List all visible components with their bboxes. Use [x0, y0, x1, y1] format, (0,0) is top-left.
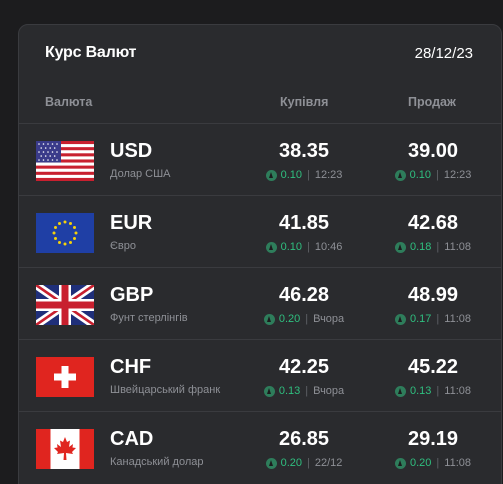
sell-rate: 42.68 — [407, 212, 459, 234]
currency-name: Швейцарський франк — [110, 384, 221, 396]
currency-row-usd[interactable]: USD Долар США 38.35 0.10 | 12:23 39.00 0… — [19, 123, 501, 195]
buy-delta: 0.10 — [280, 169, 303, 181]
buy-updated-time: 22/12 — [314, 457, 343, 469]
card-title: Курс Валют — [45, 44, 137, 61]
divider: | — [305, 313, 309, 325]
eu-flag-icon — [36, 213, 94, 253]
sell-delta: 0.17 — [410, 313, 432, 325]
column-header-sell: Продаж — [408, 95, 456, 109]
currency-code: EUR — [110, 212, 153, 234]
buy-rate: 41.85 — [278, 212, 330, 234]
sell-rate: 29.19 — [407, 428, 459, 450]
buy-updated-time: Вчора — [313, 385, 345, 397]
buy-delta: 0.10 — [280, 241, 303, 253]
buy-updated-time: Вчора — [313, 313, 345, 325]
divider: | — [307, 241, 310, 253]
currency-row-cad[interactable]: CAD Канадський долар 26.85 0.20 | 22/12 … — [19, 411, 501, 483]
currency-row-chf[interactable]: CHF Швейцарський франк 42.25 0.13 | Вчор… — [19, 339, 501, 411]
arrow-up-icon — [263, 313, 275, 325]
ch-flag-icon — [36, 357, 94, 397]
buy-updated-time: 10:46 — [314, 241, 343, 253]
sell-rate: 48.99 — [407, 284, 459, 306]
buy-rate: 42.25 — [278, 356, 330, 378]
divider: | — [305, 385, 309, 397]
sell-delta: 0.18 — [410, 241, 432, 253]
column-header-buy: Купівля — [280, 95, 329, 109]
buy-change: 0.20 | Вчора — [244, 313, 364, 325]
currency-list: USD Долар США 38.35 0.10 | 12:23 39.00 0… — [19, 123, 501, 483]
currency-row-gbp[interactable]: GBP Фунт стерлінгів 46.28 0.20 | Вчора 4… — [19, 267, 501, 339]
buy-delta: 0.13 — [278, 385, 301, 397]
arrow-up-icon — [395, 313, 406, 325]
arrow-up-icon — [265, 241, 277, 253]
column-header-currency: Валюта — [45, 95, 93, 109]
buy-rate: 26.85 — [278, 428, 330, 450]
rates-date: 28/12/23 — [414, 45, 473, 62]
divider: | — [436, 313, 440, 325]
arrow-up-icon — [265, 169, 277, 181]
arrow-up-icon — [395, 457, 406, 469]
sell-updated-time: 11:08 — [444, 457, 471, 469]
sell-updated-time: 11:08 — [444, 385, 471, 397]
currency-code: CAD — [110, 428, 154, 450]
divider: | — [436, 385, 440, 397]
currency-name: Канадський долар — [110, 456, 204, 468]
buy-delta: 0.20 — [280, 457, 303, 469]
sell-change: 0.10 | 12:23 — [373, 169, 493, 181]
card-header: Курс Валют 28/12/23 — [19, 25, 501, 81]
us-flag-icon — [36, 141, 94, 181]
uk-flag-icon — [36, 285, 94, 325]
buy-updated-time: 12:23 — [314, 169, 343, 181]
sell-updated-time: 12:23 — [443, 169, 472, 181]
sell-delta: 0.13 — [410, 385, 432, 397]
arrow-up-icon — [265, 457, 277, 469]
buy-rate: 38.35 — [278, 140, 330, 162]
sell-rate: 39.00 — [407, 140, 459, 162]
divider: | — [307, 169, 310, 181]
currency-row-eur[interactable]: EUR Євро 41.85 0.10 | 10:46 42.68 0.18 |… — [19, 195, 501, 267]
sell-change: 0.18 | 11:08 — [373, 241, 493, 253]
currency-name: Євро — [110, 240, 136, 252]
sell-delta: 0.20 — [410, 457, 432, 469]
arrow-up-icon — [395, 241, 406, 253]
ca-flag-icon — [36, 429, 94, 469]
buy-rate: 46.28 — [278, 284, 330, 306]
currency-code: GBP — [110, 284, 154, 306]
sell-change: 0.17 | 11:08 — [373, 313, 493, 325]
buy-change: 0.13 | Вчора — [244, 385, 364, 397]
arrow-up-icon — [394, 169, 406, 181]
divider: | — [307, 457, 310, 469]
arrow-up-icon — [263, 385, 275, 397]
sell-change: 0.13 | 11:08 — [373, 385, 493, 397]
sell-rate: 45.22 — [407, 356, 459, 378]
currency-name: Долар США — [110, 168, 171, 180]
exchange-rates-card: Курс Валют 28/12/23 Валюта Купівля Прода… — [18, 24, 502, 484]
divider: | — [436, 457, 440, 469]
buy-change: 0.20 | 22/12 — [244, 457, 364, 469]
currency-code: USD — [110, 140, 153, 162]
sell-updated-time: 11:08 — [444, 313, 471, 325]
sell-updated-time: 11:08 — [444, 241, 471, 253]
sell-delta: 0.10 — [409, 169, 432, 181]
sell-change: 0.20 | 11:08 — [373, 457, 493, 469]
arrow-up-icon — [395, 385, 406, 397]
buy-change: 0.10 | 12:23 — [244, 169, 364, 181]
divider: | — [436, 169, 439, 181]
currency-code: CHF — [110, 356, 152, 378]
buy-change: 0.10 | 10:46 — [244, 241, 364, 253]
divider: | — [436, 241, 440, 253]
currency-name: Фунт стерлінгів — [110, 312, 188, 324]
buy-delta: 0.20 — [278, 313, 301, 325]
